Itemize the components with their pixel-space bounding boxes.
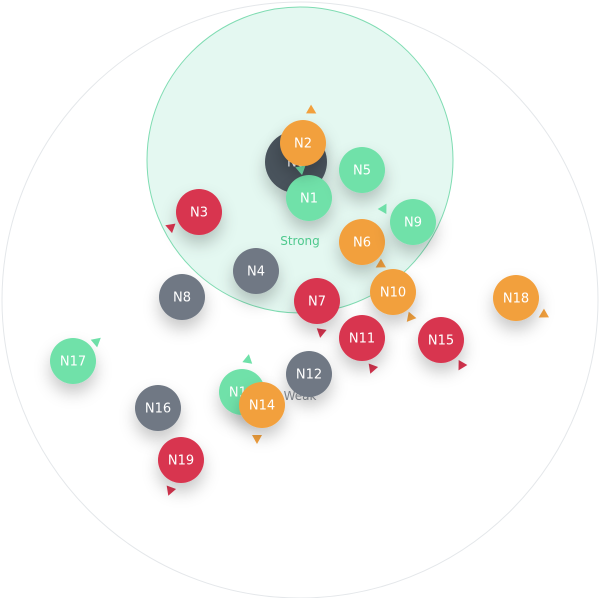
node-n17[interactable]: N17 <box>50 334 104 384</box>
node-n11[interactable]: N11 <box>339 315 385 375</box>
node-circle[interactable] <box>339 315 385 361</box>
node-n18[interactable]: N18 <box>493 275 549 322</box>
node-n3[interactable]: N3 <box>164 189 222 235</box>
node-circle[interactable] <box>239 382 285 428</box>
node-direction-marker <box>165 223 176 234</box>
node-direction-marker <box>458 360 468 371</box>
node-circle[interactable] <box>158 437 204 483</box>
node-label: N15 <box>428 334 454 349</box>
node-circle[interactable] <box>286 175 332 221</box>
node-circle[interactable] <box>294 278 340 324</box>
node-circle[interactable] <box>159 274 205 320</box>
node-direction-marker <box>252 435 262 444</box>
node-circle[interactable] <box>233 248 279 294</box>
node-n12[interactable]: N12 <box>286 351 332 397</box>
node-direction-marker <box>368 363 379 374</box>
node-n15[interactable]: N15 <box>418 317 468 373</box>
node-circle[interactable] <box>339 219 385 265</box>
node-direction-marker <box>90 337 101 348</box>
node-circle[interactable] <box>418 317 464 363</box>
node-label: N19 <box>168 454 194 469</box>
node-label: N18 <box>503 292 529 307</box>
node-label: N16 <box>145 402 171 417</box>
node-direction-marker <box>316 328 327 338</box>
node-circle[interactable] <box>370 269 416 315</box>
node-label: N2 <box>294 137 312 152</box>
strong-zone-label: Strong <box>280 234 320 248</box>
node-circle[interactable] <box>286 351 332 397</box>
node-circle[interactable] <box>280 120 326 166</box>
node-label: N4 <box>247 265 265 280</box>
node-n10[interactable]: N10 <box>370 269 417 325</box>
node-label: N12 <box>296 368 322 383</box>
node-label: N17 <box>60 355 86 370</box>
node-label: N11 <box>349 332 375 347</box>
node-n14[interactable]: N14 <box>239 382 285 444</box>
node-n2[interactable]: N2 <box>280 104 326 166</box>
node-label: N10 <box>380 286 406 301</box>
node-n5[interactable]: N5 <box>339 147 385 193</box>
node-label: N1 <box>300 192 318 207</box>
node-circle[interactable] <box>50 338 96 384</box>
node-n1[interactable]: N1 <box>286 163 332 221</box>
node-direction-marker <box>166 485 177 496</box>
node-direction-marker <box>295 165 306 176</box>
node-direction-marker <box>406 311 417 322</box>
node-label: N3 <box>190 206 208 221</box>
node-n7[interactable]: N7 <box>294 278 340 339</box>
node-n6[interactable]: N6 <box>339 219 386 272</box>
node-label: N7 <box>308 295 326 310</box>
node-direction-marker <box>377 203 387 214</box>
node-n19[interactable]: N19 <box>158 437 204 497</box>
node-circle[interactable] <box>339 147 385 193</box>
node-circle[interactable] <box>493 275 539 321</box>
node-n9[interactable]: N9 <box>377 199 436 245</box>
node-n16[interactable]: N16 <box>135 385 181 431</box>
node-direction-marker <box>538 308 549 318</box>
node-n4[interactable]: N4 <box>233 248 279 294</box>
node-n8[interactable]: N8 <box>159 274 205 320</box>
node-label: N8 <box>173 291 191 306</box>
node-direction-marker <box>375 258 386 268</box>
node-circle[interactable] <box>135 385 181 431</box>
node-label: N14 <box>249 399 275 414</box>
node-label: N9 <box>404 216 422 231</box>
node-circle[interactable] <box>176 189 222 235</box>
node-label: N6 <box>353 236 371 251</box>
nodes-layer: N0N1N2N3N4N5N6N7N8N9N10N11N12N13N14N15N1… <box>50 104 549 497</box>
node-direction-marker <box>306 104 317 114</box>
node-direction-marker <box>242 354 253 364</box>
node-circle[interactable] <box>390 199 436 245</box>
node-label: N5 <box>353 164 371 179</box>
